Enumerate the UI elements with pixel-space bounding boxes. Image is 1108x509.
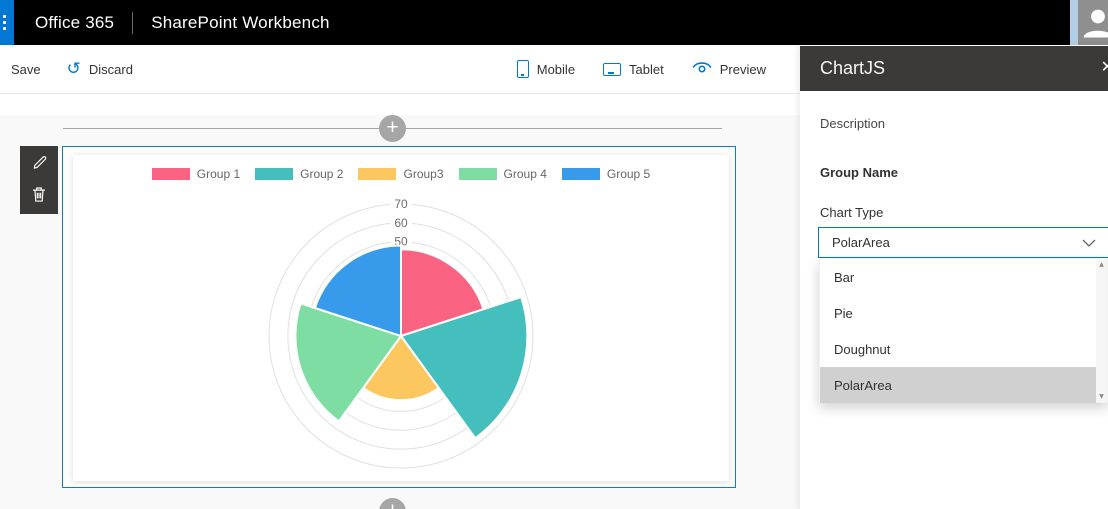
discard-button[interactable]: ↺ Discard	[66, 59, 133, 79]
mobile-preview-button[interactable]: Mobile	[516, 60, 575, 78]
polar-slice-group-1[interactable]	[400, 248, 485, 338]
add-webpart-button-bottom[interactable]: +	[379, 498, 406, 509]
eye-icon	[692, 60, 712, 78]
tablet-icon	[603, 62, 622, 76]
legend-label: Group 2	[300, 167, 344, 181]
property-pane: ChartJS ✕ Description Group Name Chart T…	[800, 45, 1108, 509]
chart-type-select[interactable]: PolarArea	[818, 227, 1108, 258]
polar-slice-group-2[interactable]	[399, 295, 529, 440]
plus-icon: +	[386, 500, 398, 509]
add-webpart-button-top[interactable]: +	[379, 115, 406, 142]
close-icon: ✕	[1100, 57, 1108, 76]
chart-type-selected-value: PolarArea	[832, 235, 890, 250]
account-button[interactable]	[1078, 0, 1108, 45]
chart-type-label: Chart Type	[820, 205, 884, 220]
property-pane-header: ChartJS ✕	[800, 46, 1108, 91]
legend-item[interactable]: Group 1	[151, 167, 241, 181]
tick-label-backdrop	[390, 197, 412, 211]
description-label: Description	[820, 116, 886, 131]
legend-label: Group 1	[196, 167, 241, 181]
tick-label: 60	[394, 216, 408, 230]
dropdown-option-doughnut[interactable]: Doughnut	[834, 341, 891, 357]
edit-webpart-button[interactable]	[24, 149, 54, 179]
workbench-canvas: + Group 1 Group 2 Group3 Group 4 Group	[0, 94, 800, 509]
legend-item[interactable]: Group 2	[255, 167, 343, 181]
scroll-up-icon[interactable]: ▲	[1099, 261, 1104, 268]
tablet-preview-button[interactable]: Tablet	[603, 62, 664, 77]
brand-label: Office 365	[35, 12, 115, 32]
legend-swatch	[458, 168, 497, 180]
chart-type-dropdown: Bar Pie Doughnut PolarArea ▲ ▼	[819, 259, 1108, 403]
group-name-label: Group Name	[820, 165, 899, 180]
property-pane-title: ChartJS	[820, 58, 886, 78]
legend-item[interactable]: Group 5	[561, 167, 651, 181]
dropdown-option-pie[interactable]: Pie	[834, 305, 853, 321]
suite-bar-divider	[132, 11, 134, 34]
legend-swatch	[358, 168, 397, 180]
account-accent-strip	[1070, 0, 1078, 45]
delete-webpart-button[interactable]	[24, 181, 54, 211]
webpart-edit-toolbar	[20, 146, 58, 214]
polar-slice-group-4[interactable]	[294, 302, 403, 423]
legend-label: Group3	[403, 167, 444, 181]
polar-slice-group3[interactable]	[361, 334, 441, 402]
legend-swatch	[561, 168, 600, 180]
legend-item[interactable]: Group 4	[458, 167, 547, 181]
legend-item[interactable]: Group3	[358, 167, 444, 181]
dropdown-option-bar[interactable]: Bar	[834, 269, 855, 285]
legend-swatch	[151, 168, 190, 180]
tick-label: 70	[394, 197, 408, 211]
chart-card: Group 1 Group 2 Group3 Group 4 Group 5 70 60 5…	[73, 155, 729, 481]
close-pane-button[interactable]: ✕	[1101, 57, 1108, 76]
app-launcher-icon[interactable]	[0, 0, 14, 45]
tick-label-backdrop	[390, 215, 412, 230]
scroll-down-icon[interactable]: ▼	[1099, 393, 1104, 400]
chart-legend: Group 1 Group 2 Group3 Group 4 Group 5	[73, 167, 729, 181]
dropdown-scrollbar[interactable]: ▲ ▼	[1096, 259, 1107, 402]
pencil-icon	[31, 154, 48, 174]
plus-icon: +	[386, 116, 399, 139]
chartjs-webpart[interactable]: Group 1 Group 2 Group3 Group 4 Group 5 70 60 5…	[62, 146, 736, 488]
trash-icon	[31, 186, 47, 206]
preview-button[interactable]: Preview	[692, 60, 766, 78]
legend-label: Group 4	[503, 167, 547, 181]
mobile-icon	[516, 60, 529, 78]
undo-icon: ↺	[66, 59, 81, 79]
command-bar: Save ↺ Discard Mobile Tablet Preview	[0, 45, 800, 94]
dropdown-option-polararea[interactable]: PolarArea	[820, 367, 1096, 403]
legend-swatch	[255, 168, 294, 180]
save-button[interactable]: Save	[11, 61, 41, 77]
suite-bar: Office 365 SharePoint Workbench	[0, 0, 1108, 45]
legend-label: Group 5	[606, 167, 651, 181]
chevron-down-icon	[1082, 239, 1096, 247]
polar-slice-group-5[interactable]	[313, 244, 402, 338]
page-title: SharePoint Workbench	[151, 12, 330, 32]
